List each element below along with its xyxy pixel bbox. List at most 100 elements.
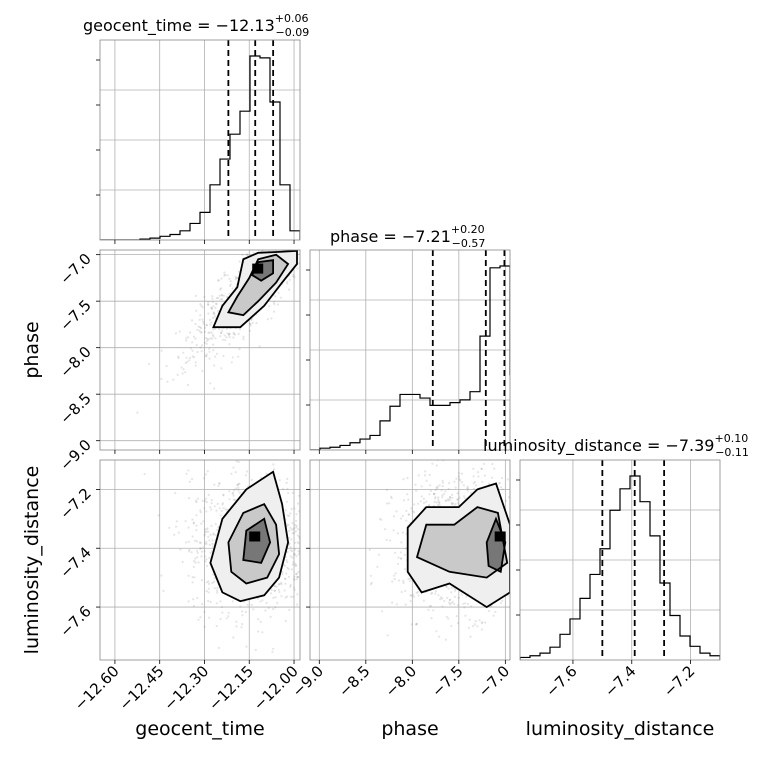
scatter-point bbox=[209, 533, 212, 537]
scatter-point bbox=[437, 500, 440, 503]
scatter-point bbox=[210, 508, 213, 511]
scatter-point bbox=[309, 213, 311, 215]
scatter-point bbox=[202, 322, 205, 325]
density-peak bbox=[252, 263, 264, 274]
scatter-point bbox=[289, 584, 292, 587]
scatter-point bbox=[275, 241, 277, 243]
panel-content-1-0 bbox=[100, 167, 342, 450]
scatter-point bbox=[221, 298, 224, 301]
scatter-point bbox=[419, 500, 422, 503]
scatter-point bbox=[195, 540, 198, 543]
scatter-point bbox=[184, 520, 187, 523]
scatter-point bbox=[304, 243, 306, 245]
scatter-point bbox=[228, 284, 232, 287]
scatter-point bbox=[286, 244, 288, 246]
scatter-point bbox=[213, 505, 216, 508]
scatter-point bbox=[192, 521, 195, 524]
scatter-point bbox=[428, 605, 431, 608]
scatter-point bbox=[483, 474, 486, 477]
scatter-point bbox=[425, 500, 428, 503]
scatter-point bbox=[266, 222, 268, 224]
scatter-point bbox=[438, 484, 441, 487]
scatter-point bbox=[306, 569, 308, 571]
scatter-point bbox=[231, 492, 234, 495]
scatter-point bbox=[466, 485, 469, 488]
scatter-point bbox=[449, 496, 452, 499]
scatter-point bbox=[270, 588, 273, 591]
scatter-point bbox=[223, 271, 226, 274]
scatter-point bbox=[214, 337, 217, 340]
scatter-point bbox=[487, 482, 491, 485]
scatter-point bbox=[323, 204, 325, 206]
scatter-point bbox=[530, 573, 532, 575]
scatter-point bbox=[236, 483, 239, 486]
scatter-point bbox=[310, 177, 312, 179]
scatter-point bbox=[212, 335, 215, 338]
scatter-point bbox=[295, 578, 298, 581]
y-tick-label-luminosity_distance-1: −7.4 bbox=[56, 543, 94, 581]
scatter-point bbox=[212, 316, 215, 319]
scatter-point bbox=[340, 167, 342, 169]
scatter-point bbox=[307, 235, 309, 237]
scatter-point bbox=[450, 591, 453, 594]
scatter-point bbox=[531, 591, 533, 593]
scatter-point bbox=[297, 211, 299, 213]
scatter-point bbox=[494, 610, 497, 614]
scatter-point bbox=[453, 602, 456, 606]
scatter-point bbox=[250, 603, 253, 607]
scatter-point bbox=[298, 510, 300, 513]
scatter-point bbox=[303, 607, 305, 609]
scatter-point bbox=[272, 608, 275, 611]
scatter-point bbox=[238, 260, 241, 263]
scatter-point bbox=[210, 306, 213, 309]
scatter-point bbox=[211, 308, 214, 311]
scatter-point bbox=[298, 535, 300, 538]
scatter-point bbox=[210, 306, 213, 310]
scatter-point bbox=[432, 492, 435, 495]
scatter-point bbox=[524, 563, 526, 565]
scatter-point bbox=[302, 246, 304, 248]
scatter-point bbox=[223, 274, 226, 277]
scatter-point bbox=[188, 480, 191, 483]
scatter-point bbox=[272, 647, 275, 650]
scatter-point bbox=[205, 510, 208, 513]
scatter-point bbox=[211, 300, 214, 304]
scatter-point bbox=[207, 599, 210, 603]
scatter-point bbox=[301, 531, 303, 533]
scatter-point bbox=[274, 245, 276, 247]
scatter-point bbox=[515, 521, 517, 523]
scatter-point bbox=[326, 592, 328, 594]
scatter-point bbox=[295, 524, 298, 527]
scatter-point bbox=[188, 497, 191, 500]
scatter-point bbox=[280, 583, 283, 586]
scatter-point bbox=[221, 502, 224, 505]
scatter-point bbox=[209, 323, 212, 326]
scatter-point bbox=[207, 587, 210, 591]
scatter-point bbox=[192, 335, 196, 338]
scatter-point bbox=[413, 511, 416, 514]
scatter-point bbox=[273, 589, 276, 592]
scatter-point bbox=[177, 356, 180, 360]
scatter-point bbox=[303, 229, 305, 231]
scatter-point bbox=[235, 487, 238, 490]
scatter-point bbox=[211, 581, 214, 585]
scatter-point bbox=[413, 595, 416, 599]
scatter-point bbox=[438, 503, 441, 506]
scatter-point bbox=[192, 522, 195, 525]
scatter-point bbox=[401, 514, 404, 518]
scatter-point bbox=[278, 246, 280, 248]
scatter-point bbox=[445, 585, 448, 589]
scatter-point bbox=[407, 577, 410, 581]
scatter-point bbox=[205, 501, 208, 504]
scatter-point bbox=[193, 560, 196, 563]
scatter-point bbox=[293, 548, 296, 551]
scatter-point bbox=[425, 479, 428, 482]
scatter-point bbox=[464, 497, 467, 500]
scatter-point bbox=[187, 600, 190, 603]
scatter-point bbox=[384, 528, 387, 531]
scatter-point bbox=[287, 491, 290, 495]
scatter-point bbox=[500, 486, 503, 489]
scatter-point bbox=[492, 614, 495, 617]
scatter-point bbox=[290, 538, 293, 541]
scatter-point bbox=[304, 204, 306, 206]
